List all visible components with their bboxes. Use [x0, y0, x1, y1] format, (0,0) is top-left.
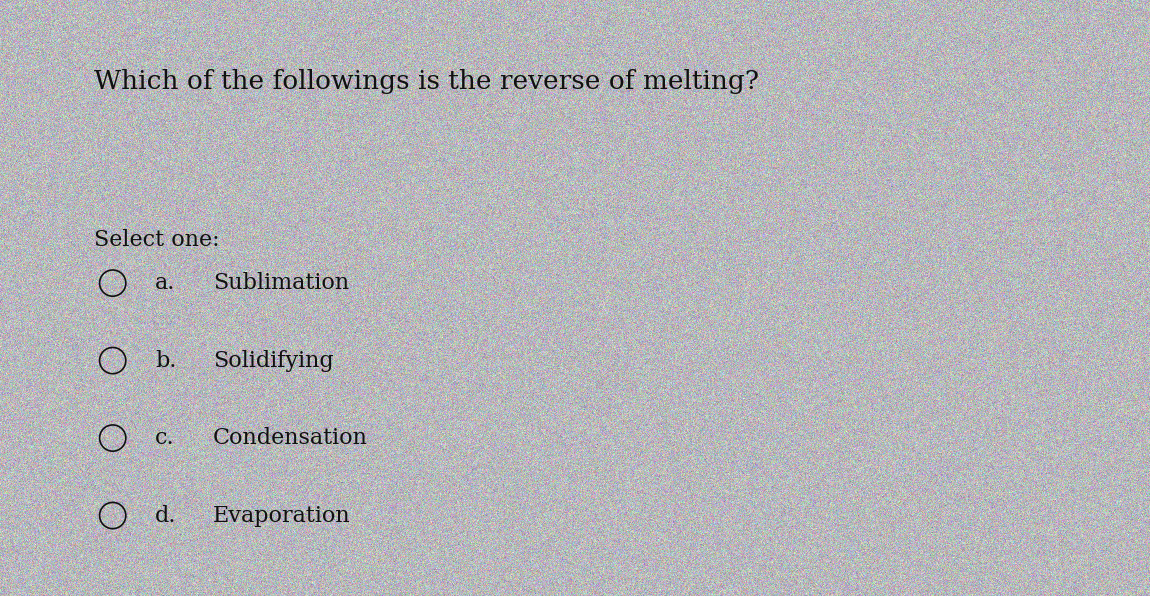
Text: d.: d. [155, 505, 177, 526]
Text: Solidifying: Solidifying [213, 350, 334, 371]
Text: Condensation: Condensation [213, 427, 368, 449]
Text: Sublimation: Sublimation [213, 272, 348, 294]
Text: Evaporation: Evaporation [213, 505, 351, 526]
Text: Select one:: Select one: [94, 229, 220, 252]
Text: a.: a. [155, 272, 176, 294]
Text: c.: c. [155, 427, 175, 449]
Text: b.: b. [155, 350, 177, 371]
Text: Which of the followings is the reverse of melting?: Which of the followings is the reverse o… [94, 69, 759, 94]
